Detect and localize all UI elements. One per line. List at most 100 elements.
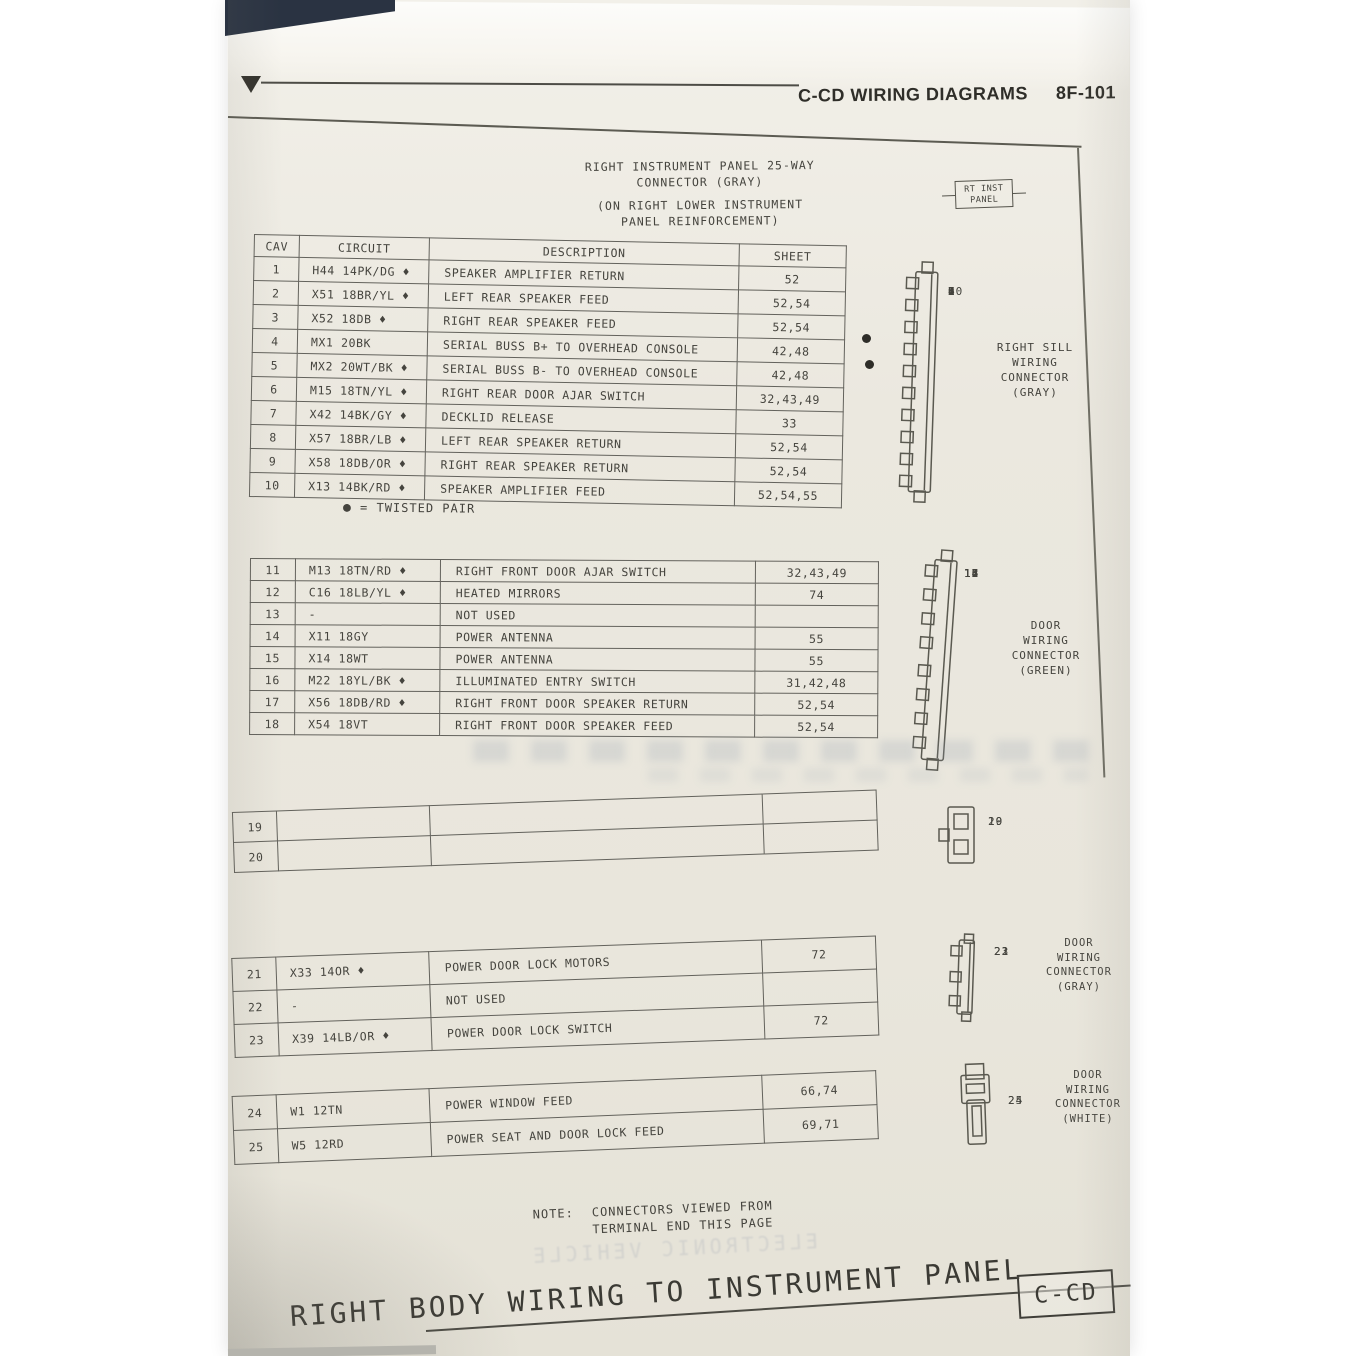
cell-sheet: 55 <box>755 627 879 650</box>
connector-label-line: WIRING <box>1012 356 1058 369</box>
cell-circuit: MX2 20WT/BK ♦ <box>296 353 428 380</box>
header-sheet: SHEET <box>738 243 847 268</box>
cell-sheet: 31,42,48 <box>754 671 878 694</box>
cell-cav: 21 <box>231 956 277 992</box>
section-tag-box: C-CD <box>1016 1269 1116 1319</box>
rt-inst-panel-callout: RT INST PANEL <box>954 178 1014 210</box>
cell-cav: 5 <box>251 352 298 378</box>
cell-circuit: - <box>295 602 441 626</box>
cell-cav: 22 <box>232 989 279 1025</box>
cell-sheet: 52,54 <box>735 433 843 460</box>
door-gray-connector-label: DOOR WIRING CONNECTOR (GRAY) <box>1025 936 1133 994</box>
table-row: 12 C16 18LB/YL ♦ HEATED MIRRORS 74 <box>250 580 879 606</box>
cell-cav: 13 <box>250 602 296 625</box>
cell-cav: 6 <box>251 376 297 402</box>
cell-cav: 16 <box>249 668 295 691</box>
connector-label-line: DOOR <box>1064 937 1094 949</box>
cell-circuit: X52 18DB ♦ <box>297 305 429 332</box>
connector-label-line: CONNECTOR <box>1046 966 1112 978</box>
cell-sheet: 52,54,55 <box>734 481 842 508</box>
pinout-table-19-20: 19 20 <box>232 790 879 873</box>
twisted-pair-dot <box>865 360 874 369</box>
cell-sheet: 52 <box>738 265 846 292</box>
door-white-connector-diagram <box>951 1061 1000 1153</box>
cell-cav: 19 <box>232 810 278 843</box>
footer-title: RIGHT BODY WIRING TO INSTRUMENT PANEL <box>288 1252 1025 1333</box>
page-number: 8F-101 <box>1055 82 1117 103</box>
cell-cav: 2 <box>253 280 299 306</box>
cell-cav: 7 <box>250 400 297 426</box>
connector-label-line: DOOR <box>1073 1069 1103 1081</box>
table-row: 16 M22 18YL/BK ♦ ILLUMINATED ENTRY SWITCH 3… <box>249 668 878 694</box>
cell-cav: 8 <box>250 424 296 450</box>
table-row: 14 X11 18GY POWER ANTENNA 55 <box>250 624 879 650</box>
twisted-pair-legend: ● = TWISTED PAIR <box>343 500 475 516</box>
cell-cav: 3 <box>252 304 299 330</box>
manual-page: C-CD WIRING DIAGRAMS 8F-101 RIGHT INSTRU… <box>225 0 1133 1356</box>
cell-sheet: 52,54 <box>734 457 843 484</box>
cell-circuit: X11 18GY <box>295 624 441 648</box>
cell-cav: 25 <box>233 1128 279 1165</box>
cell-description: RIGHT FRONT DOOR AJAR SWITCH <box>440 559 756 584</box>
cell-description: NOT USED <box>440 603 756 628</box>
cell-sheet: 52,54 <box>754 715 878 738</box>
page-header: C-CD WIRING DIAGRAMS 8F-101 <box>797 82 1116 106</box>
cell-circuit: X13 14BK/RD ♦ <box>294 473 425 500</box>
right-sill-connector-label: RIGHT SILL WIRING CONNECTOR (GRAY) <box>976 340 1094 400</box>
table-row: 18 X54 18VT RIGHT FRONT DOOR SPEAKER FEED 5… <box>249 712 878 738</box>
cell-description: POWER ANTENNA <box>439 647 756 672</box>
cell-sheet: 42,48 <box>737 337 845 364</box>
cell-circuit: X57 18BR/LB ♦ <box>295 425 426 452</box>
connector-label-line: (WHITE) <box>1062 1112 1114 1125</box>
cell-circuit: X39 14LB/OR ♦ <box>278 1017 433 1056</box>
cell-cav: 18 <box>249 712 295 735</box>
cell-sheet <box>763 820 879 854</box>
note-label: NOTE: <box>532 1206 575 1222</box>
cell-sheet: 66,74 <box>761 1070 877 1110</box>
connector-label-line: CONNECTOR <box>1011 649 1081 662</box>
title-line: PANEL REINFORCEMENT) <box>620 213 780 229</box>
table-row: 17 X56 18DB/RD ♦ RIGHT FRONT DOOR SPEAKER … <box>249 690 878 716</box>
cell-circuit: X56 18DB/RD ♦ <box>294 690 440 714</box>
cell-cav: 15 <box>249 646 296 669</box>
cell-sheet: 69,71 <box>763 1104 879 1144</box>
cell-circuit: H44 14PK/DG ♦ <box>298 257 430 284</box>
connector-label-line: WIRING <box>1057 951 1101 964</box>
under-header-rule <box>227 116 1082 148</box>
cell-cav: 17 <box>249 690 295 713</box>
header-circuit: CIRCUIT <box>299 235 430 260</box>
connector-label-line: (GREEN) <box>1019 664 1073 677</box>
cell-circuit: W5 12RD <box>277 1122 432 1163</box>
cell-sheet: 32,43,49 <box>736 385 844 412</box>
cell-sheet: 42,48 <box>736 361 845 388</box>
connector-19-20-diagram <box>936 802 980 872</box>
cell-circuit: M15 18TN/YL ♦ <box>296 377 427 404</box>
table-row: 13- NOT USED <box>250 602 879 628</box>
cell-circuit <box>277 835 432 871</box>
connector-title-block: RIGHT INSTRUMENT PANEL 25-WAY CONNECTOR … <box>566 157 835 230</box>
cell-circuit: M13 18TN/RD ♦ <box>295 558 441 582</box>
pinout-table-21-23: 21 X33 14OR ♦ POWER DOOR LOCK MOTORS 72 22- N… <box>231 936 879 1058</box>
pinout-table-24-25: 24 W1 12TN POWER WINDOW FEED 66,74 25 W5 12RD… <box>232 1070 879 1165</box>
cell-sheet: 52,54 <box>754 693 878 716</box>
door-green-connector-diagram <box>904 546 972 778</box>
header-title: C-CD WIRING DIAGRAMS <box>797 83 1029 106</box>
diagram-frame-right-border <box>1077 147 1105 778</box>
title-line: (ON RIGHT LOWER INSTRUMENT <box>597 197 804 213</box>
cell-cav: 9 <box>249 448 296 474</box>
cell-circuit: X14 18WT <box>294 646 441 670</box>
section-arrow-marker <box>241 76 261 93</box>
cell-cav: 20 <box>233 840 279 873</box>
cell-circuit: X58 18DB/OR ♦ <box>294 449 426 476</box>
cell-sheet <box>755 605 879 628</box>
table-row: 11 M13 18TN/RD ♦ RIGHT FRONT DOOR AJAR SWI… <box>250 558 879 584</box>
legend-text: = TWISTED PAIR <box>359 500 476 516</box>
cell-description: ILLUMINATED ENTRY SWITCH <box>439 669 755 694</box>
cell-circuit: - <box>276 984 431 1023</box>
cell-sheet: 55 <box>754 649 879 672</box>
cell-sheet: 74 <box>755 583 879 606</box>
callout-line: PANEL <box>969 194 999 206</box>
cell-cav: 4 <box>252 328 298 354</box>
cell-description: RIGHT FRONT DOOR SPEAKER RETURN <box>439 691 755 716</box>
cell-cav: 1 <box>253 256 300 282</box>
